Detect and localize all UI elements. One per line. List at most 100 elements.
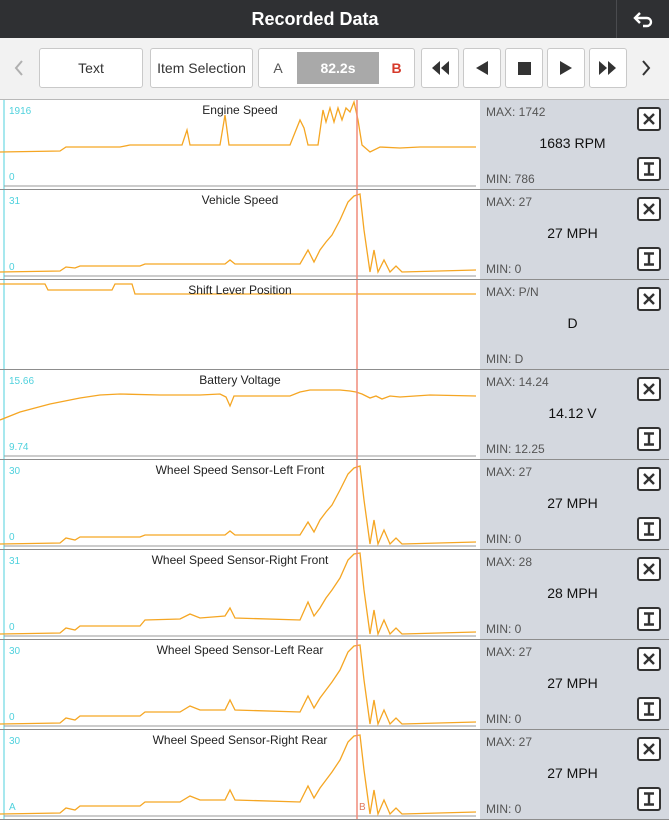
graph-title: Wheel Speed Sensor-Left Front: [155, 463, 325, 477]
close-icon: [643, 113, 655, 125]
min-value: MIN: 0: [486, 802, 522, 816]
time-value: 82.2s: [297, 52, 379, 84]
graph-panel[interactable]: Vehicle Speed 31 0: [0, 190, 480, 279]
row-wheel-speed-right-rear: Wheel Speed Sensor-Right Rear 30 A B MAX…: [0, 730, 669, 820]
a-marker-label[interactable]: A: [273, 60, 283, 76]
remove-button[interactable]: [637, 737, 661, 761]
shift-lever-trace: [0, 280, 476, 369]
graph-panel[interactable]: Wheel Speed Sensor-Left Rear 30 0: [0, 640, 480, 729]
graph-title: Battery Voltage: [199, 373, 281, 387]
min-value: MIN: D: [486, 352, 524, 366]
value-panel: MAX: 1742 1683 RPM MIN: 786: [480, 100, 669, 189]
row-wheel-speed-left-front: Wheel Speed Sensor-Left Front 30 0 MAX: …: [0, 460, 669, 550]
remove-button[interactable]: [637, 287, 661, 311]
current-value: 27 MPH: [547, 765, 598, 781]
graph-panel[interactable]: Shift Lever Position: [0, 280, 480, 369]
b-marker-label[interactable]: B: [391, 60, 402, 76]
graph-panel[interactable]: Wheel Speed Sensor-Left Front 30 0: [0, 460, 480, 549]
y-max-label: 31: [9, 196, 21, 207]
title-bar: Recorded Data: [0, 0, 669, 38]
text-cursor-icon: [644, 792, 654, 806]
graph-title: Wheel Speed Sensor-Left Rear: [156, 643, 324, 657]
row-vehicle-speed: Vehicle Speed 31 0 MAX: 27 27 MPH MIN: 0: [0, 190, 669, 280]
scroll-right-button[interactable]: [635, 48, 657, 88]
info-button[interactable]: [637, 787, 661, 811]
remove-button[interactable]: [637, 107, 661, 131]
current-value: 27 MPH: [547, 495, 598, 511]
battery-voltage-trace: [0, 370, 477, 459]
vehicle-speed-trace: [0, 190, 477, 279]
back-button[interactable]: [616, 0, 669, 38]
current-value: 27 MPH: [547, 675, 598, 691]
play-button[interactable]: [547, 48, 585, 88]
max-value: MAX: 27: [486, 645, 533, 659]
close-icon: [643, 473, 655, 485]
step-back-button[interactable]: [463, 48, 501, 88]
chevron-left-icon: [14, 60, 23, 76]
play-icon: [560, 61, 572, 75]
value-panel: MAX: 14.24 14.12 V MIN: 12.25: [480, 370, 669, 459]
value-panel: MAX: 27 27 MPH MIN: 0: [480, 730, 669, 819]
current-value: 14.12 V: [548, 405, 597, 421]
info-button[interactable]: [637, 607, 661, 631]
toolbar: Text Item Selection A 82.2s B: [0, 38, 669, 100]
remove-button[interactable]: [637, 377, 661, 401]
info-button[interactable]: [637, 247, 661, 271]
text-cursor-icon: [644, 252, 654, 266]
remove-button[interactable]: [637, 467, 661, 491]
max-value: MAX: 1742: [486, 105, 546, 119]
value-panel: MAX: 28 28 MPH MIN: 0: [480, 550, 669, 639]
min-value: MIN: 12.25: [486, 442, 545, 456]
stop-button[interactable]: [505, 48, 543, 88]
text-cursor-icon: [644, 432, 654, 446]
value-panel: MAX: 27 27 MPH MIN: 0: [480, 640, 669, 729]
graph-title: Shift Lever Position: [188, 283, 292, 297]
ab-time-selector[interactable]: A 82.2s B: [258, 48, 415, 88]
max-value: MAX: 27: [486, 465, 533, 479]
max-value: MAX: 14.24: [486, 375, 549, 389]
data-stream-list: Engine Speed 1916 0 MAX: 1742 1683 RPM M…: [0, 100, 669, 820]
remove-button[interactable]: [637, 557, 661, 581]
info-button[interactable]: [637, 697, 661, 721]
chevron-right-icon: [642, 60, 651, 76]
cursor-b-marker: B: [359, 802, 366, 813]
rewind-icon: [432, 61, 449, 75]
current-value: 27 MPH: [547, 225, 598, 241]
engine-speed-trace: [0, 100, 476, 189]
min-value: MIN: 0: [486, 622, 522, 636]
y-min-label: 0: [9, 172, 15, 183]
y-min-label: 0: [9, 262, 15, 273]
scroll-left-button[interactable]: [8, 48, 30, 88]
y-min-label: 0: [9, 532, 15, 543]
remove-button[interactable]: [637, 647, 661, 671]
max-value: MAX: 28: [486, 555, 533, 569]
rewind-button[interactable]: [421, 48, 459, 88]
graph-panel[interactable]: Wheel Speed Sensor-Right Front 31 0: [0, 550, 480, 639]
info-button[interactable]: [637, 427, 661, 451]
info-button[interactable]: [637, 517, 661, 541]
graph-panel[interactable]: Engine Speed 1916 0: [0, 100, 480, 189]
min-value: MIN: 0: [486, 262, 522, 276]
remove-button[interactable]: [637, 197, 661, 221]
row-wheel-speed-right-front: Wheel Speed Sensor-Right Front 31 0 MAX:…: [0, 550, 669, 640]
min-value: MIN: 0: [486, 532, 522, 546]
max-value: MAX: 27: [486, 195, 533, 209]
value-panel: MAX: 27 27 MPH MIN: 0: [480, 190, 669, 279]
y-max-label: 30: [9, 466, 21, 477]
close-icon: [643, 293, 655, 305]
text-button[interactable]: Text: [39, 48, 143, 88]
y-max-label: 30: [9, 736, 21, 747]
info-button[interactable]: [637, 157, 661, 181]
graph-panel[interactable]: Battery Voltage 15.66 9.74: [0, 370, 480, 459]
y-max-label: 31: [9, 556, 21, 567]
graph-panel[interactable]: Wheel Speed Sensor-Right Rear 30 A B: [0, 730, 480, 819]
wheel-speed-lr-trace: [0, 640, 477, 729]
close-icon: [643, 203, 655, 215]
fast-forward-button[interactable]: [589, 48, 627, 88]
current-value: 28 MPH: [547, 585, 598, 601]
y-min-label: 0: [9, 712, 15, 723]
item-selection-button[interactable]: Item Selection: [150, 48, 253, 88]
row-shift-lever-position: Shift Lever Position MAX: P/N D MIN: D: [0, 280, 669, 370]
wheel-speed-rr-trace: [0, 730, 477, 819]
return-icon: [633, 12, 653, 28]
